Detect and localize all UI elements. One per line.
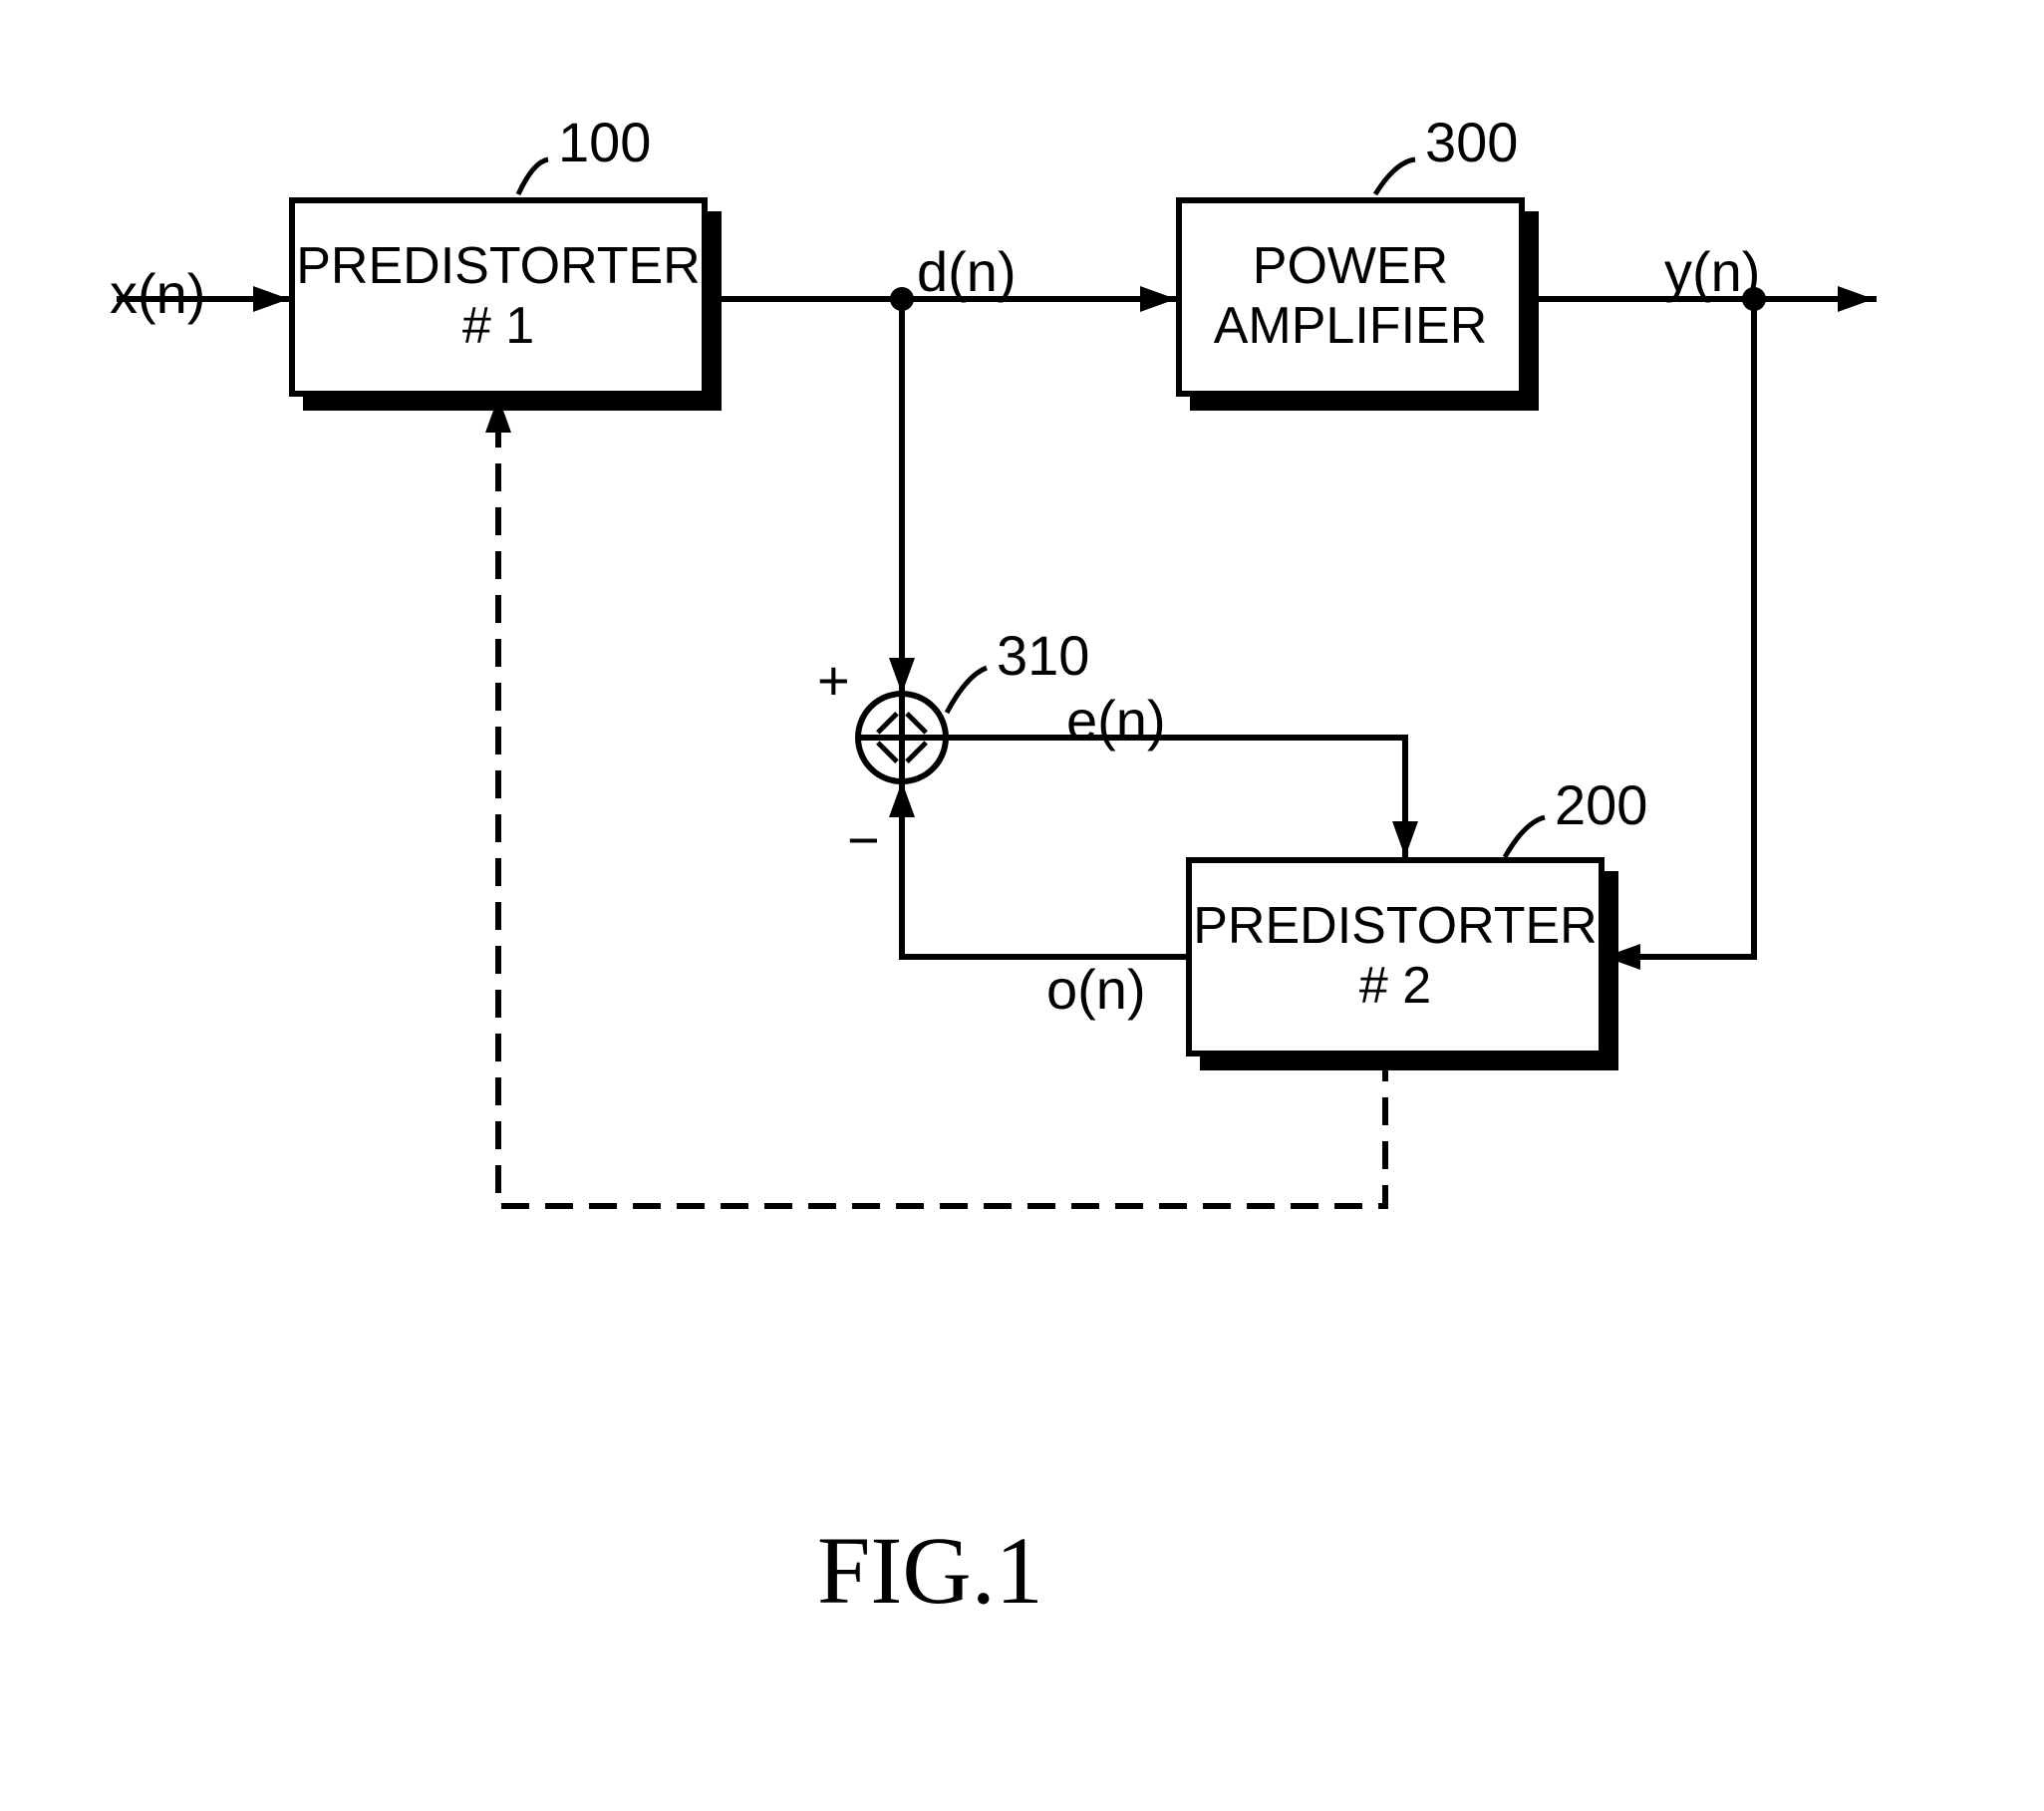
figure-caption: FIG.1 xyxy=(817,1515,1043,1626)
refnum-200: 200 xyxy=(1555,772,1647,837)
pd1-shadow-right xyxy=(708,211,722,411)
pa-shadow-bottom xyxy=(1190,397,1539,411)
signal-d-label: d(n) xyxy=(917,239,1017,304)
predistorter-2-line2: # 2 xyxy=(1359,957,1431,1017)
pd2-shadow-bottom xyxy=(1200,1056,1618,1070)
signal-e-label: e(n) xyxy=(1066,688,1166,753)
signal-x-label: x(n) xyxy=(110,261,205,326)
power-amplifier-block: POWER AMPLIFIER xyxy=(1176,197,1525,397)
signal-y-label: y(n) xyxy=(1664,239,1760,304)
summer-plus-label: + xyxy=(817,648,850,713)
predistorter-1-line1: PREDISTORTER xyxy=(296,237,701,297)
refnum-100: 100 xyxy=(558,110,651,174)
predistorter-1-line2: # 1 xyxy=(462,297,534,357)
refnum-310: 310 xyxy=(997,623,1089,688)
diagram-canvas: PREDISTORTER # 1 POWER AMPLIFIER PREDIST… xyxy=(0,0,2044,1811)
power-amplifier-line2: AMPLIFIER xyxy=(1214,297,1488,357)
pd1-shadow-bottom xyxy=(303,397,722,411)
summer-minus-label: − xyxy=(847,807,880,872)
pa-shadow-right xyxy=(1525,211,1539,411)
signal-o-label: o(n) xyxy=(1046,957,1146,1022)
predistorter-1-block: PREDISTORTER # 1 xyxy=(289,197,708,397)
refnum-300: 300 xyxy=(1425,110,1518,174)
pd2-shadow-right xyxy=(1605,871,1618,1070)
predistorter-2-block: PREDISTORTER # 2 xyxy=(1186,857,1605,1056)
power-amplifier-line1: POWER xyxy=(1253,237,1448,297)
predistorter-2-line1: PREDISTORTER xyxy=(1193,897,1598,957)
